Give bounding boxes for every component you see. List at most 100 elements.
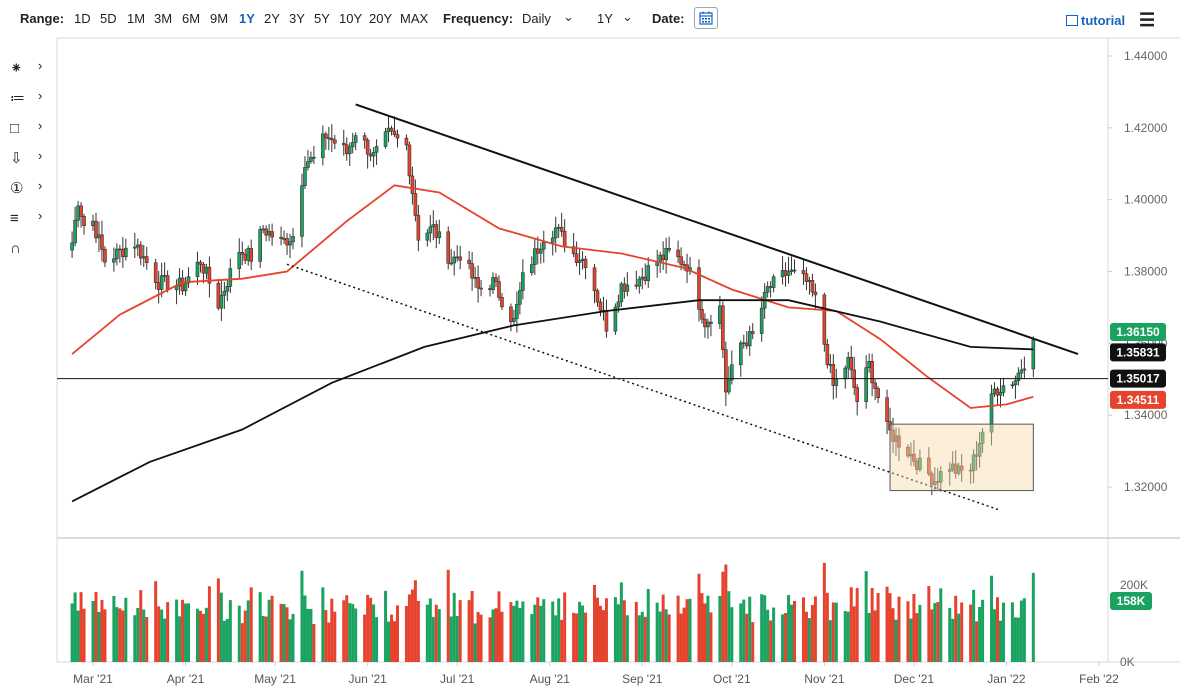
x-tick-label: Jun '21 (348, 672, 387, 686)
range-button-9m[interactable]: 9M (210, 11, 229, 26)
range-button-3y[interactable]: 3Y (289, 11, 305, 26)
volume-bar (718, 596, 722, 662)
candle (201, 263, 206, 274)
volume-bar (801, 597, 805, 662)
volume-bar (584, 612, 588, 662)
candle (365, 139, 370, 155)
calendar-button[interactable] (694, 7, 718, 29)
candle (246, 248, 251, 261)
candle (834, 378, 839, 386)
range-button-5y[interactable]: 5Y (314, 11, 330, 26)
x-tick-label: Oct '21 (713, 672, 751, 686)
candle (741, 342, 746, 345)
candle (727, 379, 731, 393)
volume-bar (76, 610, 80, 662)
candle (312, 156, 316, 159)
candle (300, 185, 304, 237)
annotation-tool[interactable]: ① › (10, 176, 50, 200)
candle (622, 283, 627, 292)
volume-bar (918, 604, 922, 662)
date-label: Date: (652, 11, 685, 26)
volume-bar (969, 604, 973, 662)
candle (237, 252, 242, 269)
candle (918, 457, 922, 470)
candle (437, 231, 442, 238)
magnet-tool[interactable]: ∩ (10, 236, 50, 260)
volume-bar (915, 613, 919, 662)
volume-bar (79, 592, 83, 662)
volume-bar (246, 600, 250, 662)
volume-bar (363, 614, 367, 662)
x-tick-label: Jul '21 (440, 672, 475, 686)
range-button-2y[interactable]: 2Y (264, 11, 280, 26)
candle (91, 220, 95, 227)
volume-bar (488, 617, 492, 662)
moving-average-line (71, 184, 1034, 409)
candle (977, 443, 982, 457)
candle (604, 311, 609, 332)
range-button-1d[interactable]: 1D (74, 11, 91, 26)
volume-bar (160, 609, 164, 662)
candle (431, 224, 436, 228)
support-trendline (286, 263, 1001, 512)
candle (306, 161, 310, 168)
candle (580, 258, 585, 261)
candle (936, 481, 940, 483)
hamburger-menu-icon[interactable]: ☰ (1139, 10, 1156, 30)
volume-bar (416, 600, 420, 662)
volume-bar (727, 591, 731, 662)
range-button-max[interactable]: MAX (400, 11, 429, 26)
candle (303, 167, 307, 186)
chevron-down-icon[interactable]: ⌄ (563, 9, 574, 24)
volume-bar (500, 611, 504, 662)
period-select[interactable]: 1Y (597, 11, 613, 26)
candle (1001, 385, 1006, 393)
candle (1016, 372, 1021, 382)
arrow-tool[interactable]: ⇩ › (10, 146, 50, 170)
range-button-1m[interactable]: 1M (127, 11, 146, 26)
candle (153, 262, 158, 283)
candle (413, 193, 418, 216)
candle (730, 364, 734, 381)
volume-bar (142, 609, 146, 662)
candle (783, 270, 788, 276)
range-button-6m[interactable]: 6M (182, 11, 201, 26)
volume-bar (476, 611, 480, 662)
candle (488, 288, 492, 291)
volume-bar (998, 620, 1002, 662)
range-button-20y[interactable]: 20Y (369, 11, 393, 26)
volume-bar (787, 595, 791, 662)
tutorial-link[interactable]: tutorial (1066, 13, 1125, 28)
volume-bar (91, 601, 95, 662)
candle (383, 131, 388, 147)
candle (395, 134, 400, 139)
candle (843, 367, 848, 380)
candle (180, 277, 185, 292)
candle (455, 256, 459, 259)
tutorial-label: tutorial (1081, 13, 1126, 28)
range-button-10y[interactable]: 10Y (339, 11, 363, 26)
range-button-1y[interactable]: 1Y (239, 11, 255, 26)
candle (386, 127, 391, 133)
candle (76, 205, 80, 221)
range-button-5d[interactable]: 5D (100, 11, 117, 26)
candle (750, 331, 755, 334)
candle (676, 249, 680, 257)
volume-bar (291, 613, 295, 662)
volume-bar (682, 607, 686, 662)
fibonacci-tool[interactable]: ≡ › (10, 206, 50, 230)
frequency-select[interactable]: Daily (522, 11, 551, 26)
drawing-list-tool[interactable]: ≔ › (10, 86, 50, 110)
range-button-3m[interactable]: 3M (154, 11, 173, 26)
volume-bar (404, 605, 408, 662)
volume-bar (518, 608, 522, 662)
candle (625, 284, 630, 292)
candle (592, 267, 597, 292)
candle (428, 226, 433, 234)
rectangle-tool[interactable]: □ › (10, 116, 50, 140)
crosshair-tool[interactable]: ⁕ › (10, 56, 50, 80)
volume-bar (575, 613, 579, 662)
candle (738, 342, 743, 366)
chevron-down-icon[interactable]: ⌄ (622, 9, 633, 24)
